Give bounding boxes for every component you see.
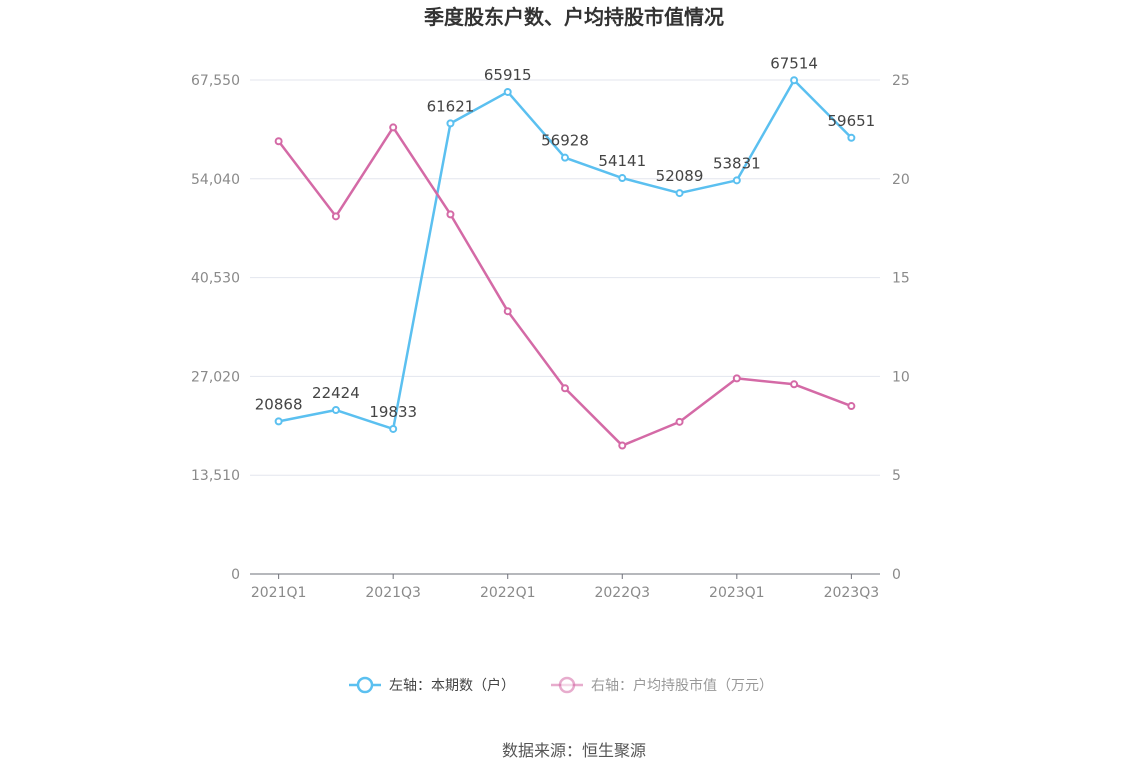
data-point-right[interactable] bbox=[503, 307, 512, 316]
data-point-left[interactable] bbox=[446, 119, 455, 128]
series-line-right bbox=[277, 126, 852, 447]
data-point-right[interactable] bbox=[446, 210, 455, 219]
data-point-right[interactable] bbox=[618, 441, 627, 450]
data-point-left[interactable] bbox=[331, 406, 340, 415]
x-tick-label: 2021Q1 bbox=[251, 585, 307, 601]
x-tick-label: 2023Q1 bbox=[709, 585, 765, 601]
data-point-right[interactable] bbox=[561, 384, 569, 393]
data-label: 52089 bbox=[656, 167, 704, 185]
legend-label: 左轴：本期数（户） bbox=[389, 677, 515, 694]
y-right-tick-label: 15 bbox=[892, 271, 910, 287]
legend-marker-icon bbox=[558, 676, 576, 694]
x-tick-label: 2023Q3 bbox=[824, 585, 880, 601]
data-point-left[interactable] bbox=[561, 153, 569, 162]
data-point-left[interactable] bbox=[389, 424, 398, 433]
axes: 0 0 13,510 5 27,020 10 40,530 15 54,040 20 67,550 2… bbox=[191, 73, 910, 601]
y-left-tick-label: 0 bbox=[231, 567, 240, 583]
data-label: 59651 bbox=[828, 112, 876, 130]
data-point-right[interactable] bbox=[732, 374, 741, 383]
data-point-right[interactable] bbox=[790, 380, 799, 389]
data-label: 20868 bbox=[255, 395, 303, 413]
data-label: 61621 bbox=[427, 97, 475, 115]
data-label: 54141 bbox=[598, 152, 646, 170]
legend-label: 右轴：户均持股市值（万元） bbox=[591, 677, 773, 694]
data-point-right[interactable] bbox=[675, 417, 684, 426]
data-point-left[interactable] bbox=[847, 133, 856, 142]
data-label: 56928 bbox=[541, 132, 589, 150]
x-tick-label: 2022Q3 bbox=[594, 585, 650, 601]
data-point-left[interactable] bbox=[675, 189, 684, 198]
chart-title: 季度股东户数、户均持股市值情况 bbox=[423, 5, 724, 29]
y-left-tick-label: 67,550 bbox=[191, 73, 240, 89]
data-point-right[interactable] bbox=[847, 402, 856, 411]
grid-lines bbox=[250, 79, 880, 476]
data-point-left[interactable] bbox=[618, 174, 627, 183]
y-right-tick-label: 25 bbox=[892, 73, 910, 89]
data-point-left[interactable] bbox=[790, 76, 799, 85]
y-left-tick-label: 54,040 bbox=[191, 172, 240, 188]
y-right-tick-label: 20 bbox=[892, 172, 910, 188]
y-left-tick-label: 40,530 bbox=[191, 271, 240, 287]
data-label: 65915 bbox=[484, 66, 532, 84]
x-tick-label: 2022Q1 bbox=[480, 585, 536, 601]
data-point-left[interactable] bbox=[732, 176, 741, 185]
data-label: 22424 bbox=[312, 384, 360, 402]
legend-item-left[interactable]: 左轴：本期数（户） bbox=[349, 676, 515, 694]
series-layer: 20868 22424 19833 61621 65915 56928 54141 52089… bbox=[255, 54, 876, 450]
legend-item-right[interactable]: 右轴：户均持股市值（万元） bbox=[551, 676, 773, 694]
legend[interactable]: 左轴：本期数（户） 右轴：户均持股市值（万元） bbox=[349, 676, 773, 694]
data-label: 53831 bbox=[713, 154, 761, 172]
data-point-left[interactable] bbox=[503, 87, 512, 96]
y-left-tick-label: 13,510 bbox=[191, 468, 240, 484]
data-label: 67514 bbox=[770, 54, 818, 72]
y-right-tick-label: 5 bbox=[892, 468, 901, 484]
legend-marker-icon bbox=[356, 676, 374, 694]
data-point-right[interactable] bbox=[389, 123, 398, 132]
x-tick-label: 2021Q3 bbox=[365, 585, 421, 601]
y-right-tick-label: 10 bbox=[892, 369, 910, 385]
source-note: 数据来源：恒生聚源 bbox=[502, 741, 646, 760]
y-right-tick-label: 0 bbox=[892, 567, 901, 583]
data-point-right[interactable] bbox=[274, 137, 283, 146]
data-point-left[interactable] bbox=[274, 417, 283, 426]
y-left-tick-label: 27,020 bbox=[191, 369, 240, 385]
data-label: 19833 bbox=[369, 403, 417, 421]
data-point-right[interactable] bbox=[331, 212, 340, 221]
